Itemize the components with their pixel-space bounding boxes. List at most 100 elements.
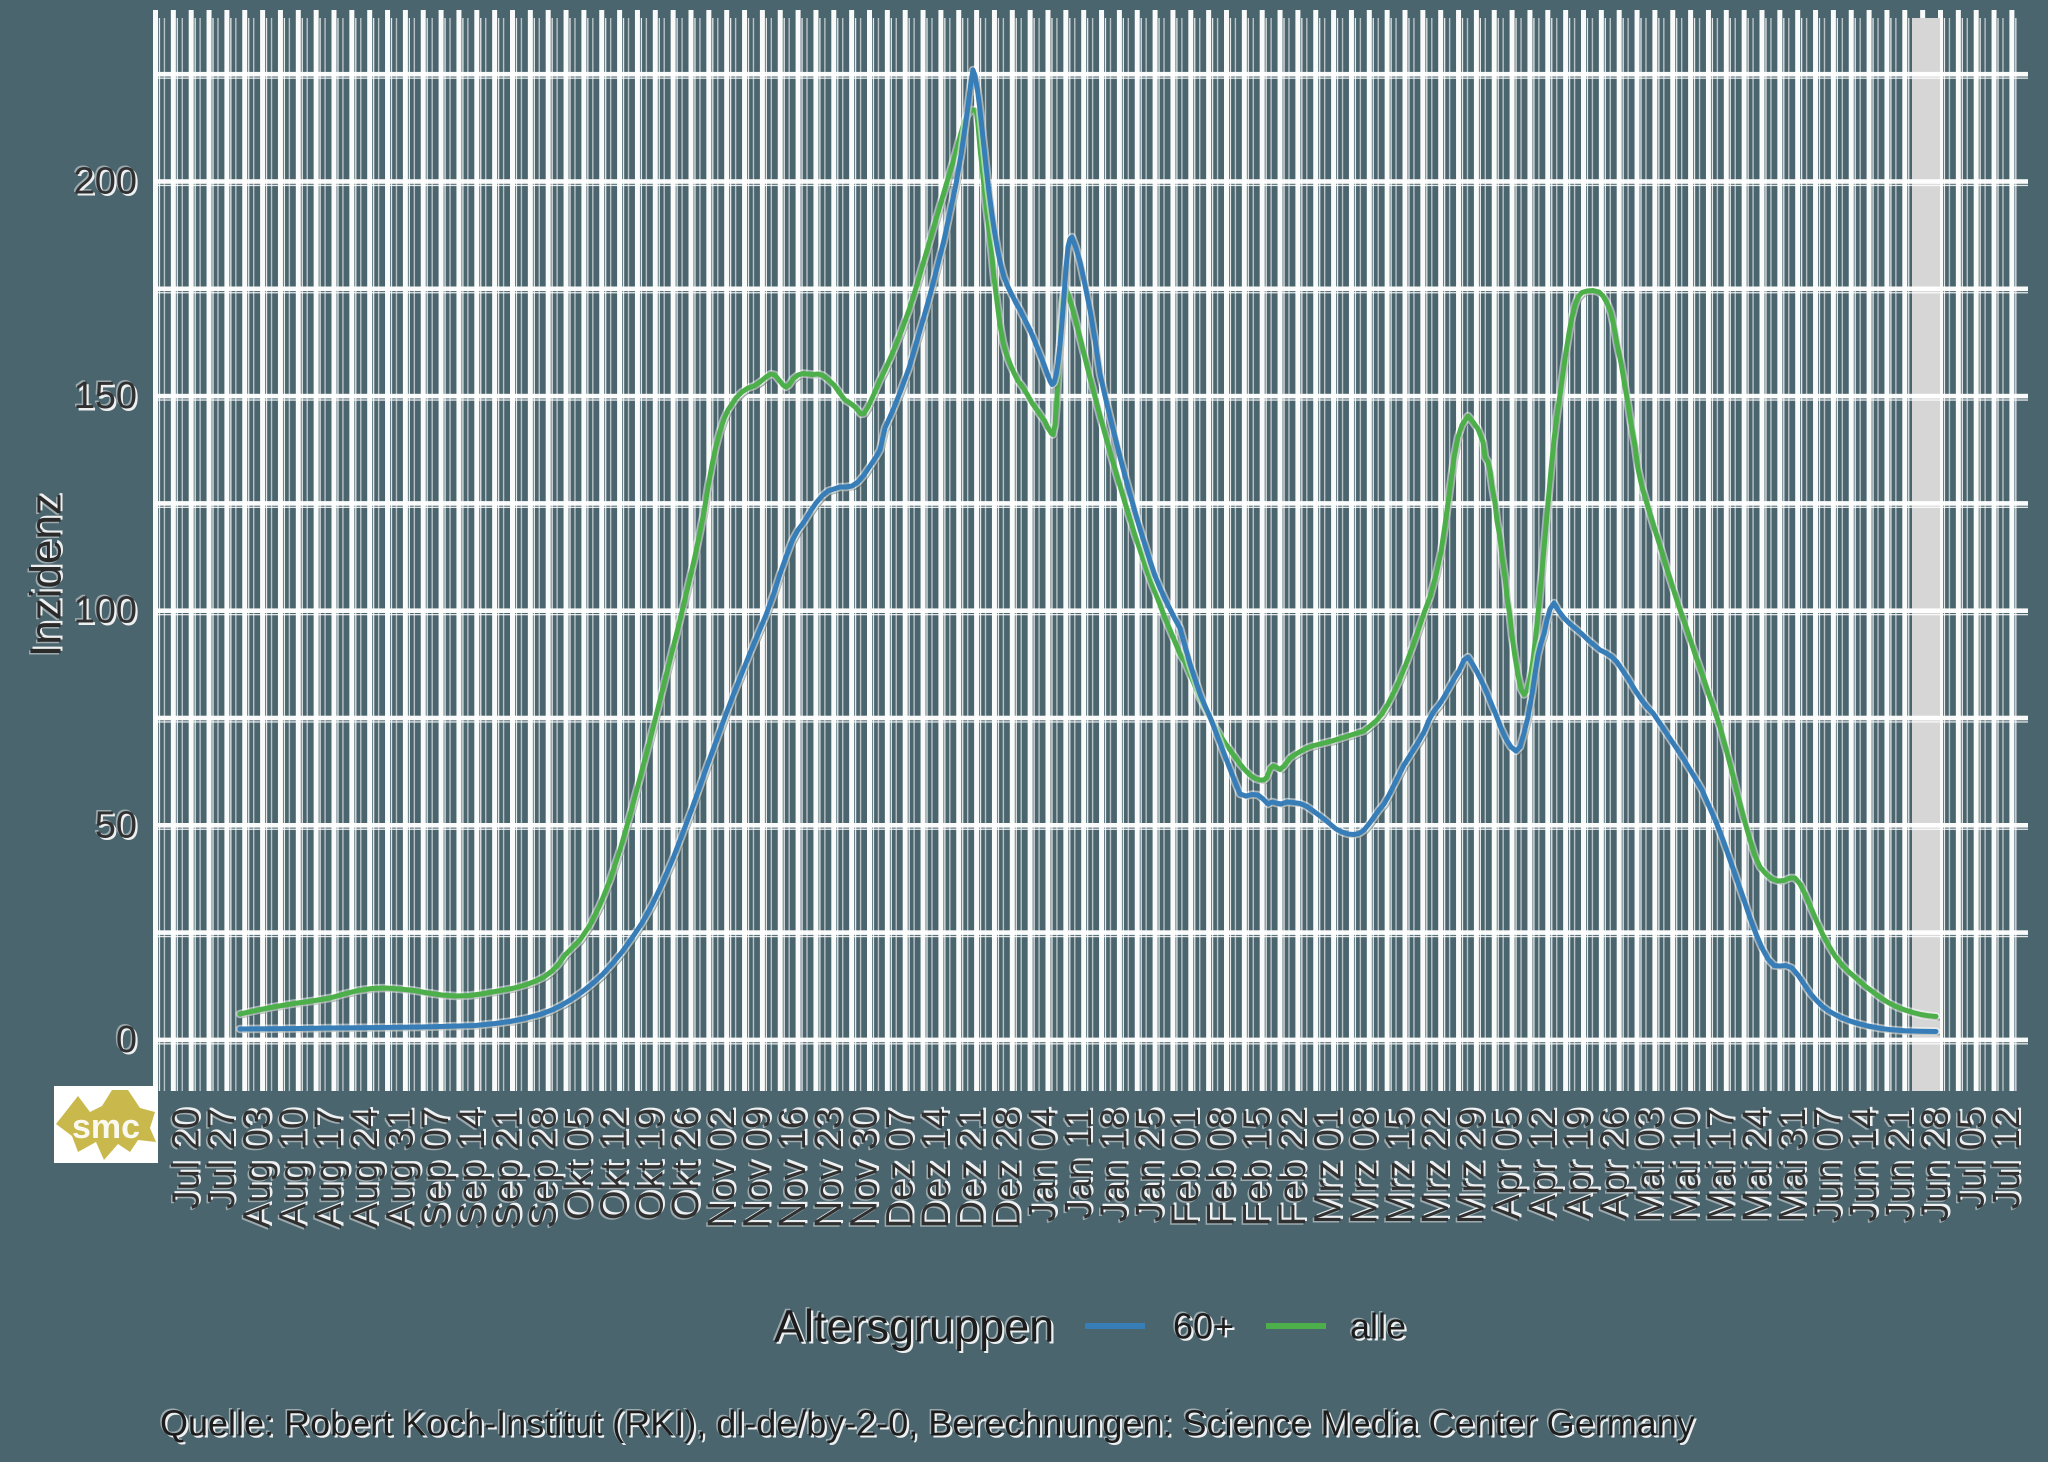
svg-text:Mrz 15: Mrz 15 [1379, 1108, 1421, 1224]
svg-text:Feb 15: Feb 15 [1239, 1106, 1281, 1224]
svg-text:Jan 04: Jan 04 [1021, 1110, 1063, 1224]
svg-text:Jun 07: Jun 07 [1810, 1106, 1852, 1220]
svg-text:Apr 26: Apr 26 [1596, 1106, 1638, 1218]
svg-text:Dez 14: Dez 14 [917, 1106, 959, 1226]
svg-text:150: 150 [72, 374, 135, 416]
svg-text:Nov 16: Nov 16 [771, 1110, 813, 1230]
svg-text:Sep 28: Sep 28 [525, 1106, 567, 1226]
svg-text:Jul 12: Jul 12 [1985, 1110, 2027, 1211]
svg-text:0: 0 [114, 1017, 135, 1059]
svg-text:Feb 01: Feb 01 [1163, 1110, 1205, 1228]
svg-text:Jul 20: Jul 20 [168, 1106, 210, 1207]
svg-text:Jul 27: Jul 27 [201, 1108, 243, 1209]
svg-text:Quelle: Robert Koch-Institut (: Quelle: Robert Koch-Institut (RKI), dl-d… [160, 1403, 1695, 1444]
svg-text:Jun 07: Jun 07 [1806, 1110, 1848, 1224]
svg-text:Aug 10: Aug 10 [272, 1108, 314, 1228]
svg-text:Mai 17: Mai 17 [1700, 1108, 1742, 1222]
svg-text:Apr 05: Apr 05 [1485, 1110, 1527, 1222]
svg-text:150: 150 [76, 377, 139, 419]
svg-text:Mrz 08: Mrz 08 [1346, 1106, 1388, 1222]
svg-text:Jun 21: Jun 21 [1879, 1108, 1921, 1222]
svg-text:Jan 11: Jan 11 [1058, 1108, 1100, 1219]
svg-text:Aug 10: Aug 10 [275, 1106, 317, 1226]
svg-text:Mai 03: Mai 03 [1629, 1108, 1671, 1222]
svg-text:Dez 07: Dez 07 [882, 1106, 924, 1226]
svg-text:Mrz 01: Mrz 01 [1306, 1110, 1348, 1226]
svg-text:Aug 17: Aug 17 [310, 1106, 352, 1226]
svg-text:60+: 60+ [1175, 1308, 1236, 1349]
svg-text:Dez 28: Dez 28 [989, 1106, 1031, 1226]
svg-text:Feb 15: Feb 15 [1236, 1108, 1278, 1226]
svg-text:Mai 10: Mai 10 [1663, 1110, 1705, 1224]
svg-text:Jun 28: Jun 28 [1917, 1106, 1959, 1220]
svg-text:Sep 28: Sep 28 [522, 1108, 564, 1228]
svg-text:Altersgruppen: Altersgruppen [774, 1301, 1054, 1352]
svg-text:Jul 12: Jul 12 [1988, 1106, 2030, 1207]
svg-text:50: 50 [93, 803, 135, 845]
svg-text:Feb 01: Feb 01 [1167, 1106, 1209, 1224]
svg-text:Quelle: Robert Koch-Institut (: Quelle: Robert Koch-Institut (RKI), dl-d… [159, 1401, 1694, 1442]
svg-text:Feb 08: Feb 08 [1199, 1110, 1241, 1228]
svg-text:Dez 07: Dez 07 [879, 1108, 921, 1228]
svg-text:Jan 18: Jan 18 [1094, 1108, 1136, 1222]
svg-text:Aug 24: Aug 24 [344, 1108, 386, 1228]
svg-text:Mai 31: Mai 31 [1772, 1108, 1814, 1222]
svg-text:Mai 10: Mai 10 [1667, 1106, 1709, 1220]
svg-text:Okt 19: Okt 19 [629, 1108, 671, 1220]
svg-text:Apr 05: Apr 05 [1488, 1106, 1530, 1218]
svg-text:Nov 09: Nov 09 [735, 1110, 777, 1230]
svg-text:Mrz 22: Mrz 22 [1417, 1106, 1459, 1222]
svg-text:Nov 02: Nov 02 [701, 1108, 743, 1228]
svg-text:Jan 25: Jan 25 [1131, 1106, 1173, 1220]
svg-text:Nov 09: Nov 09 [739, 1106, 781, 1226]
svg-text:Nov 23: Nov 23 [806, 1110, 848, 1230]
svg-text:alle: alle [1350, 1306, 1406, 1347]
svg-text:Sep 07: Sep 07 [414, 1110, 456, 1230]
svg-text:Jun 28: Jun 28 [1915, 1108, 1957, 1222]
svg-text:Nov 16: Nov 16 [774, 1106, 816, 1226]
svg-text:Mrz 29: Mrz 29 [1449, 1110, 1491, 1226]
svg-text:Sep 21: Sep 21 [487, 1108, 529, 1228]
svg-text:Mrz 22: Mrz 22 [1415, 1108, 1457, 1224]
svg-text:200: 200 [72, 159, 135, 201]
svg-text:Altersgruppen: Altersgruppen [773, 1299, 1053, 1350]
svg-text:Inzidenz: Inzidenz [22, 493, 71, 657]
svg-text:Mai 31: Mai 31 [1774, 1106, 1816, 1220]
svg-text:Inzidenz: Inzidenz [20, 495, 69, 659]
svg-text:Nov 30: Nov 30 [846, 1106, 888, 1226]
svg-text:Mai 24: Mai 24 [1736, 1108, 1778, 1222]
svg-text:Nov 23: Nov 23 [808, 1108, 850, 1228]
svg-text:Aug 24: Aug 24 [346, 1106, 388, 1226]
svg-text:200: 200 [76, 163, 139, 205]
svg-text:Mai 03: Mai 03 [1628, 1110, 1670, 1224]
svg-text:Jul 27: Jul 27 [203, 1106, 245, 1207]
svg-text:Dez 21: Dez 21 [953, 1106, 995, 1226]
svg-text:Mrz 29: Mrz 29 [1451, 1108, 1493, 1224]
svg-text:Jan 11: Jan 11 [1056, 1110, 1098, 1221]
svg-text:Inzidenz: Inzidenz [24, 491, 73, 655]
svg-text:alle: alle [1349, 1304, 1405, 1345]
svg-text:Aug 03: Aug 03 [239, 1106, 281, 1226]
svg-text:Okt 26: Okt 26 [667, 1106, 709, 1218]
svg-text:Aug 17: Aug 17 [308, 1108, 350, 1228]
svg-text:Mai 17: Mai 17 [1703, 1106, 1745, 1220]
svg-text:Jun 14: Jun 14 [1845, 1106, 1887, 1220]
svg-text:Apr 26: Apr 26 [1592, 1110, 1634, 1222]
svg-text:Aug 03: Aug 03 [235, 1110, 277, 1230]
svg-text:Aug 31: Aug 31 [380, 1108, 422, 1228]
svg-text:Okt 19: Okt 19 [628, 1110, 670, 1222]
svg-text:Sep 21: Sep 21 [485, 1110, 527, 1230]
svg-text:Jan 04: Jan 04 [1024, 1106, 1066, 1220]
svg-text:Apr 12: Apr 12 [1522, 1108, 1564, 1220]
svg-text:Jun 14: Jun 14 [1842, 1110, 1884, 1224]
svg-text:Jan 25: Jan 25 [1129, 1108, 1171, 1222]
svg-text:Sep 07: Sep 07 [415, 1108, 457, 1228]
svg-text:Jan 18: Jan 18 [1092, 1110, 1134, 1224]
svg-text:Feb 22: Feb 22 [1274, 1106, 1316, 1224]
svg-text:Mrz 01: Mrz 01 [1308, 1108, 1350, 1224]
svg-text:Dez 07: Dez 07 [878, 1110, 920, 1230]
svg-text:Mai 31: Mai 31 [1770, 1110, 1812, 1224]
svg-text:Dez 14: Dez 14 [915, 1108, 957, 1228]
svg-text:Dez 21: Dez 21 [949, 1110, 991, 1230]
svg-text:Jul 27: Jul 27 [200, 1110, 242, 1211]
